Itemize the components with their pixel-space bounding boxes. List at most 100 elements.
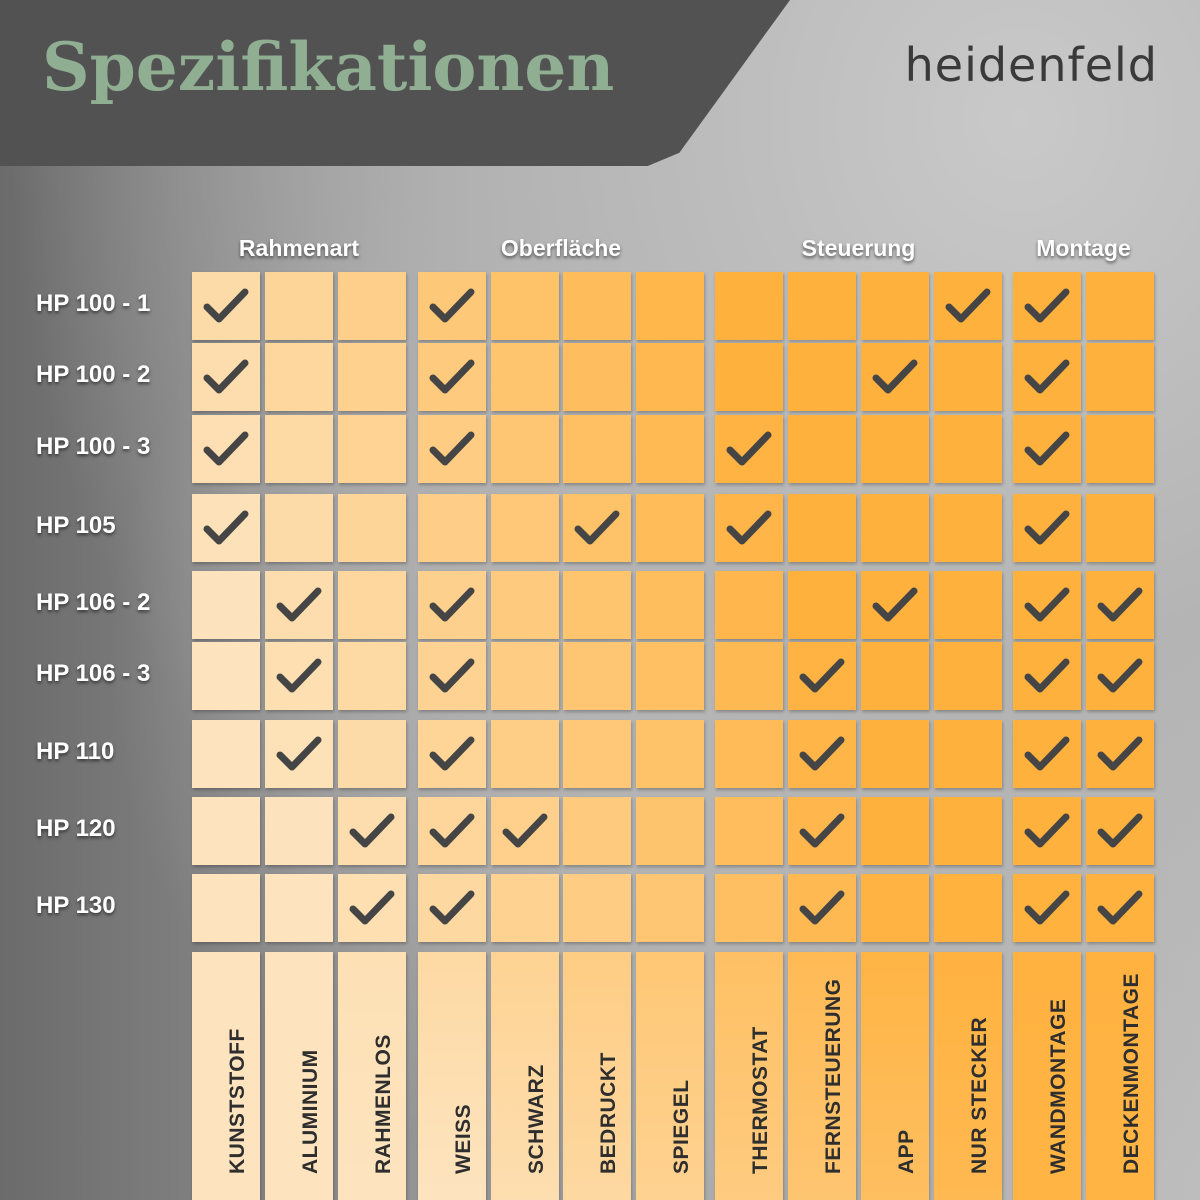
grid-cell xyxy=(788,494,856,562)
check-icon xyxy=(1024,359,1070,394)
column-header-label: WANDMONTAGE xyxy=(1047,998,1070,1174)
check-icon xyxy=(799,736,845,771)
grid-cell xyxy=(491,343,559,411)
grid-cell xyxy=(1013,797,1081,865)
grid-cell xyxy=(715,494,783,562)
grid-cell xyxy=(418,272,486,340)
column-header-label: APP xyxy=(895,1129,918,1174)
grid-cell xyxy=(861,720,929,788)
check-icon xyxy=(203,288,249,323)
grid-cell xyxy=(192,642,260,710)
grid-cell xyxy=(934,272,1002,340)
column-header-app: APP xyxy=(861,952,929,1200)
column-header-rahmenlos: RAHMENLOS xyxy=(338,952,406,1200)
grid-cell xyxy=(418,874,486,942)
check-icon xyxy=(1024,813,1070,848)
row-label: HP 100 - 1 xyxy=(36,290,151,317)
check-icon xyxy=(203,510,249,545)
grid-cell xyxy=(563,720,631,788)
grid-cell xyxy=(1013,874,1081,942)
grid-cell xyxy=(636,874,704,942)
grid-cell xyxy=(418,571,486,639)
grid-cell xyxy=(265,415,333,483)
group-label-montage: Montage xyxy=(1036,235,1131,261)
grid-cell xyxy=(265,874,333,942)
check-icon xyxy=(429,288,475,323)
grid-cell xyxy=(192,343,260,411)
check-icon xyxy=(574,510,620,545)
check-icon xyxy=(1024,587,1070,622)
column-header-label: SCHWARZ xyxy=(525,1064,548,1174)
grid-cell xyxy=(1086,415,1154,483)
grid-cell xyxy=(338,415,406,483)
grid-cell xyxy=(861,642,929,710)
grid-cell xyxy=(491,494,559,562)
check-icon xyxy=(1097,736,1143,771)
grid-cell xyxy=(418,797,486,865)
group-label-oberfläche: Oberfläche xyxy=(500,235,622,261)
grid-cell xyxy=(788,272,856,340)
check-icon xyxy=(1097,890,1143,925)
grid-cell xyxy=(715,720,783,788)
grid-cell xyxy=(715,797,783,865)
grid-cell xyxy=(563,343,631,411)
check-icon xyxy=(799,890,845,925)
grid-cell xyxy=(265,343,333,411)
grid-cell xyxy=(265,797,333,865)
grid-cell xyxy=(934,571,1002,639)
grid-cell xyxy=(788,720,856,788)
grid-cell xyxy=(934,720,1002,788)
page-title: Spezifikationen xyxy=(42,28,615,106)
grid-cell xyxy=(788,415,856,483)
grid-cell xyxy=(861,494,929,562)
group-label-steuerung: Steuerung xyxy=(801,235,916,261)
grid-cell xyxy=(563,494,631,562)
header-banner xyxy=(0,0,790,166)
check-icon xyxy=(1024,658,1070,693)
grid-cell xyxy=(636,720,704,788)
grid-cell xyxy=(192,797,260,865)
grid-cell xyxy=(715,272,783,340)
grid-cell xyxy=(1086,720,1154,788)
grid-cell xyxy=(192,494,260,562)
grid-cell xyxy=(491,571,559,639)
row-label: HP 106 - 2 xyxy=(36,589,151,616)
brand-logo: heidenfeld xyxy=(904,38,1158,92)
grid-cell xyxy=(563,415,631,483)
column-header-label: SPIEGEL xyxy=(670,1079,693,1174)
grid-cell xyxy=(715,874,783,942)
check-icon xyxy=(799,813,845,848)
grid-cell xyxy=(265,642,333,710)
grid-cell xyxy=(192,874,260,942)
check-icon xyxy=(429,736,475,771)
grid-cell xyxy=(563,642,631,710)
check-icon xyxy=(872,587,918,622)
check-icon xyxy=(1024,431,1070,466)
grid-cell xyxy=(715,343,783,411)
check-icon xyxy=(349,813,395,848)
grid-cell xyxy=(636,642,704,710)
grid-cell xyxy=(636,272,704,340)
column-header-weiss: WEISS xyxy=(418,952,486,1200)
grid-cell xyxy=(265,494,333,562)
check-icon xyxy=(203,431,249,466)
check-icon xyxy=(726,431,772,466)
grid-cell xyxy=(491,272,559,340)
grid-cell xyxy=(861,874,929,942)
grid-cell xyxy=(563,272,631,340)
grid-cell xyxy=(636,797,704,865)
check-icon xyxy=(1097,658,1143,693)
column-header-fernsteuerung: FERNSTEUERUNG xyxy=(788,952,856,1200)
grid-cell xyxy=(563,571,631,639)
grid-cell xyxy=(934,343,1002,411)
column-header-schwarz: SCHWARZ xyxy=(491,952,559,1200)
column-header-spiegel: SPIEGEL xyxy=(636,952,704,1200)
check-icon xyxy=(1024,890,1070,925)
check-icon xyxy=(502,813,548,848)
grid-cell xyxy=(1013,720,1081,788)
grid-cell xyxy=(636,494,704,562)
column-header-thermostat: THERMOSTAT xyxy=(715,952,783,1200)
grid-cell xyxy=(418,494,486,562)
check-icon xyxy=(1024,736,1070,771)
